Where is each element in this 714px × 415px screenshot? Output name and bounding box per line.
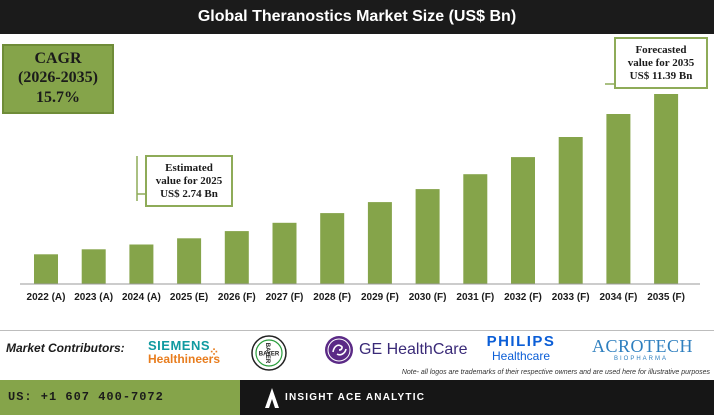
bar-8 [415,189,440,284]
philips-logo-line1: PHILIPS [486,333,556,350]
bar-5 [272,222,297,284]
callout-arrow-estimated [136,156,145,201]
callout-forecasted: Forecasted value for 2035 US$ 11.39 Bn [614,37,708,89]
x-tick-label-5: 2027 (F) [266,292,304,303]
bayer-logo-text-v: BAYER [264,343,270,364]
footer: US: +1 607 400-7072 INSIGHT ACE ANALYTIC [0,380,714,415]
x-tick-label-0: 2022 (A) [27,292,66,303]
x-tick-label-6: 2028 (F) [313,292,351,303]
siemens-healthineers-logo: SIEMENS Healthineers ⁘ [148,339,228,369]
bar-chart: 2022 (A) 2023 (A) 2024 (A) 2025 (E) 2026 (F)… [20,83,700,303]
footer-brand-name: INSIGHT ACE ANALYTIC [285,392,426,403]
bar-3 [177,238,202,284]
x-tick-label-1: 2023 (A) [74,292,113,303]
philips-healthcare-logo: PHILIPS Healthcare [478,334,564,363]
bayer-logo: BAYER BAYER [251,335,287,371]
acrotech-logo: ACROTECH BIOPHARMA [592,336,700,363]
bar-1 [81,249,106,284]
callout-estimated: Estimated value for 2025 US$ 2.74 Bn [145,155,233,207]
cagr-value: 15.7% [36,89,80,106]
bar-10 [511,157,535,284]
bar-6 [320,213,345,284]
trademark-note: Note- all logos are trademarks of their … [401,369,710,376]
bayer-logo-text-h: BAYER [259,352,280,358]
chart-title: Global Theranostics Market Size (US$ Bn) [0,0,714,34]
siemens-dots-icon: ⁘ [209,345,220,359]
callout-forecasted-line3: US$ 11.39 Bn [629,70,693,82]
footer-phone: US: +1 607 400-7072 [0,380,240,415]
bar-0 [34,254,58,284]
philips-logo-line2: Healthcare [491,349,551,363]
x-tick-label-9: 2031 (F) [456,292,494,303]
x-tick-label-8: 2030 (F) [409,292,447,303]
tick-labels-group: 2022 (A) 2023 (A) 2024 (A) 2025 (E) 2026 (F)… [27,292,685,303]
x-tick-label-2: 2024 (A) [122,292,161,303]
bar-7 [367,202,392,284]
x-tick-label-13: 2035 (F) [647,292,685,303]
ge-monogram-icon [325,336,353,364]
insight-ace-logo-icon [265,388,279,408]
siemens-logo-line2: Healthineers [148,352,221,366]
cagr-label: CAGR [34,50,82,67]
divider-top [0,330,714,331]
x-tick-label-12: 2034 (F) [600,292,638,303]
cagr-box: CAGR (2026-2035) 15.7% [2,44,114,114]
callout-estimated-line3: US$ 2.74 Bn [160,188,218,200]
callout-forecasted-line1: Forecasted [635,44,687,56]
footer-brand-bar [240,380,714,415]
x-tick-label-10: 2032 (F) [504,292,542,303]
bar-9 [463,174,488,284]
x-tick-label-3: 2025 (E) [170,292,208,303]
bars-group [20,94,700,285]
bar-4 [224,231,249,284]
bar-11 [558,137,583,284]
ge-healthcare-logo-text: GE HealthCare [359,341,468,358]
bar-13 [654,94,679,284]
bar-2 [129,244,154,284]
acrotech-logo-line2: BIOPHARMA [614,356,669,362]
x-tick-label-11: 2033 (F) [552,292,590,303]
x-tick-label-4: 2026 (F) [218,292,256,303]
callout-forecasted-line2: value for 2035 [627,57,695,69]
bar-12 [606,114,631,284]
cagr-period: (2026-2035) [18,69,98,86]
siemens-logo-line1: SIEMENS [148,338,211,353]
x-tick-label-7: 2029 (F) [361,292,399,303]
acrotech-logo-line1: ACROTECH [592,336,694,356]
callout-estimated-line2: value for 2025 [155,175,223,187]
callout-estimated-line1: Estimated [165,162,213,174]
contributors-label: Market Contributors: [6,341,125,355]
